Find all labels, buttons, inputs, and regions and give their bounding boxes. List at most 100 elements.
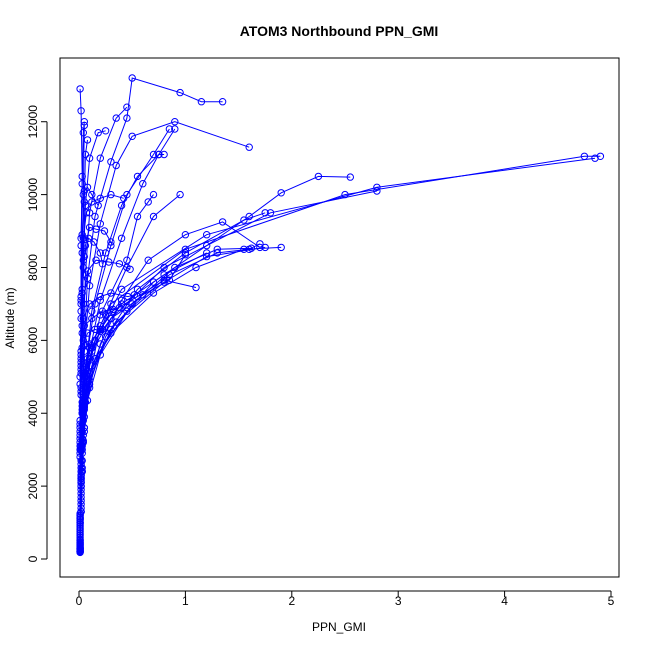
data-point bbox=[85, 300, 94, 308]
data-point bbox=[176, 190, 184, 199]
x-tick-label: 0 bbox=[76, 594, 83, 608]
data-point bbox=[96, 249, 105, 257]
data-point bbox=[90, 238, 98, 246]
data-point bbox=[341, 190, 349, 199]
data-point bbox=[92, 225, 100, 233]
data-point bbox=[85, 282, 94, 290]
y-tick-label: 2000 bbox=[26, 472, 40, 499]
x-tick-label: 1 bbox=[182, 594, 189, 608]
data-point bbox=[77, 234, 85, 243]
data-point bbox=[107, 238, 115, 246]
data-point bbox=[96, 327, 105, 335]
data-point bbox=[112, 114, 120, 122]
x-axis-label: PPN_GMI bbox=[312, 620, 366, 634]
data-point bbox=[107, 289, 115, 297]
data-point bbox=[107, 241, 115, 250]
chart-title: ATOM3 Northbound PPN_GMI bbox=[240, 23, 439, 39]
data-point bbox=[88, 190, 96, 199]
series-layer bbox=[76, 74, 605, 557]
data-point bbox=[245, 143, 253, 151]
data-point bbox=[277, 243, 285, 252]
data-point bbox=[218, 98, 227, 106]
data-point bbox=[76, 373, 84, 381]
data-point bbox=[107, 325, 115, 334]
data-point bbox=[130, 291, 139, 299]
data-point bbox=[94, 129, 102, 137]
data-point bbox=[128, 300, 136, 308]
data-point bbox=[149, 150, 158, 159]
data-point bbox=[346, 173, 354, 181]
data-point bbox=[76, 511, 84, 519]
y-axis-label: Altitude (m) bbox=[3, 287, 17, 348]
data-point bbox=[92, 256, 100, 264]
data-point bbox=[91, 212, 99, 221]
data-point bbox=[88, 314, 96, 323]
data-point bbox=[218, 218, 227, 226]
data-point bbox=[128, 74, 136, 82]
data-point bbox=[128, 132, 136, 141]
data-point bbox=[80, 252, 89, 261]
data-point bbox=[117, 285, 126, 293]
data-point bbox=[78, 231, 86, 239]
data-point bbox=[123, 256, 131, 264]
data-point bbox=[266, 209, 275, 217]
data-point bbox=[112, 161, 120, 170]
y-tick-label: 10000 bbox=[26, 178, 40, 212]
data-point bbox=[176, 88, 184, 97]
data-point bbox=[79, 234, 88, 243]
data-point bbox=[213, 245, 222, 254]
data-point bbox=[83, 329, 92, 337]
data-point bbox=[314, 172, 323, 181]
x-tick-label: 5 bbox=[608, 594, 615, 608]
data-point bbox=[181, 245, 190, 254]
data-point bbox=[133, 212, 142, 221]
data-point bbox=[83, 183, 92, 192]
y-tick-label: 0 bbox=[26, 555, 40, 562]
data-point bbox=[77, 456, 85, 465]
data-point bbox=[83, 267, 92, 275]
data-point bbox=[261, 243, 269, 252]
data-point bbox=[82, 209, 91, 217]
data-point bbox=[117, 234, 126, 243]
y-tick-label: 12000 bbox=[26, 105, 40, 139]
data-point bbox=[91, 325, 99, 334]
data-point bbox=[192, 263, 200, 272]
data-point bbox=[98, 325, 107, 334]
data-point bbox=[117, 296, 126, 304]
data-point bbox=[94, 201, 102, 210]
data-point bbox=[203, 231, 211, 239]
data-point bbox=[84, 234, 93, 243]
data-point bbox=[144, 256, 152, 264]
data-point bbox=[149, 212, 158, 221]
data-point bbox=[181, 231, 190, 239]
data-point bbox=[160, 150, 168, 159]
data-point bbox=[256, 243, 264, 252]
data-point bbox=[79, 129, 88, 137]
series-line bbox=[79, 328, 103, 516]
data-point bbox=[123, 114, 131, 122]
data-point bbox=[123, 307, 131, 315]
data-point bbox=[80, 322, 89, 330]
data-point bbox=[197, 98, 206, 106]
data-point bbox=[149, 278, 158, 286]
data-point bbox=[171, 263, 179, 272]
data-point bbox=[98, 307, 107, 315]
data-point bbox=[160, 271, 168, 279]
data-point bbox=[277, 189, 285, 197]
axes-layer: 0 1 2 3 4 5 0 2000 4000 6000 8000 10000 12000 bbox=[26, 105, 615, 608]
data-point bbox=[100, 227, 109, 235]
plot-frame-layer bbox=[59, 57, 620, 578]
data-point bbox=[78, 344, 86, 352]
data-point bbox=[85, 154, 94, 162]
data-point bbox=[77, 347, 85, 355]
y-tick-label: 4000 bbox=[26, 400, 40, 427]
x-tick-label: 4 bbox=[501, 594, 508, 608]
data-point bbox=[96, 292, 105, 301]
data-point bbox=[83, 274, 92, 283]
data-point bbox=[101, 333, 110, 341]
x-tick-label: 2 bbox=[288, 594, 295, 608]
data-point bbox=[96, 154, 105, 162]
data-point bbox=[101, 127, 110, 135]
x-tick-label: 3 bbox=[395, 594, 402, 608]
